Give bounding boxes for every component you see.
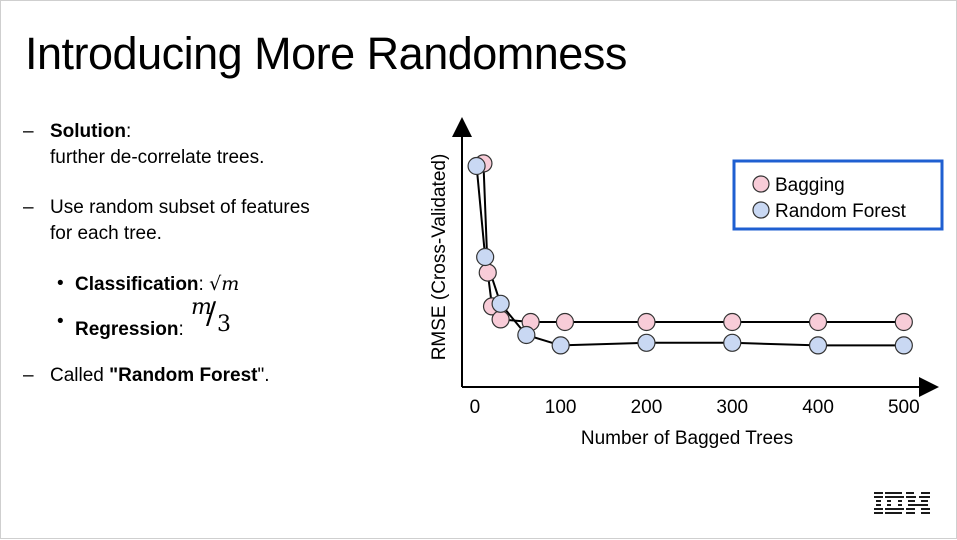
chart-axes: 0 100 200 300 400 500 Number of Bagged Trees RM… [429,117,939,449]
dash-marker: – [23,365,34,386]
dot-marker: • [57,273,64,294]
bagging-point [555,312,575,332]
legend-marker [752,201,770,219]
random-forest-point [723,333,742,352]
legend-marker [752,175,770,193]
bagging-point [637,312,656,332]
x-tick-label: 100 [545,397,577,418]
x-tick-label: 400 [802,397,834,418]
slide-title: Introducing More Randomness [25,28,627,79]
bagging-point [894,312,913,332]
random-forest-point [491,294,510,313]
m-over-3-formula: m / 3 [191,295,232,337]
random-forest-point [637,333,656,352]
random-forest-point [476,247,495,267]
series-points [467,154,913,355]
x-tick-label: 300 [716,397,748,418]
legend-box [732,159,944,231]
ibm-logo [874,492,930,514]
dash-marker: – [23,121,34,142]
bagging-point [723,312,742,332]
x-tick-label: 500 [888,397,920,418]
x-axis-label: Number of Bagged Trees [581,428,793,449]
series-line-bagging [482,163,904,323]
bagging-point [808,312,828,332]
bagging-point [478,263,497,282]
y-axis-label: RMSE (Cross-Validated) [429,154,450,361]
x-tick-label: 200 [631,397,663,418]
bagging-point [491,310,510,329]
legend-label: Bagging [775,175,845,196]
random-forest-point [517,325,536,345]
dot-marker: • [57,311,64,332]
chart-legend: Bagging Random Forest [732,159,944,231]
legend-label: Random Forest [775,201,907,222]
random-forest-point [894,336,913,355]
random-forest-point [467,156,486,176]
dash-marker: – [23,197,34,218]
x-tick-label: 0 [470,397,481,418]
sqrt-m-formula: √m [209,273,240,295]
random-forest-point [551,336,570,355]
solution-label: Solution [50,121,126,142]
random-forest-point [808,336,828,355]
